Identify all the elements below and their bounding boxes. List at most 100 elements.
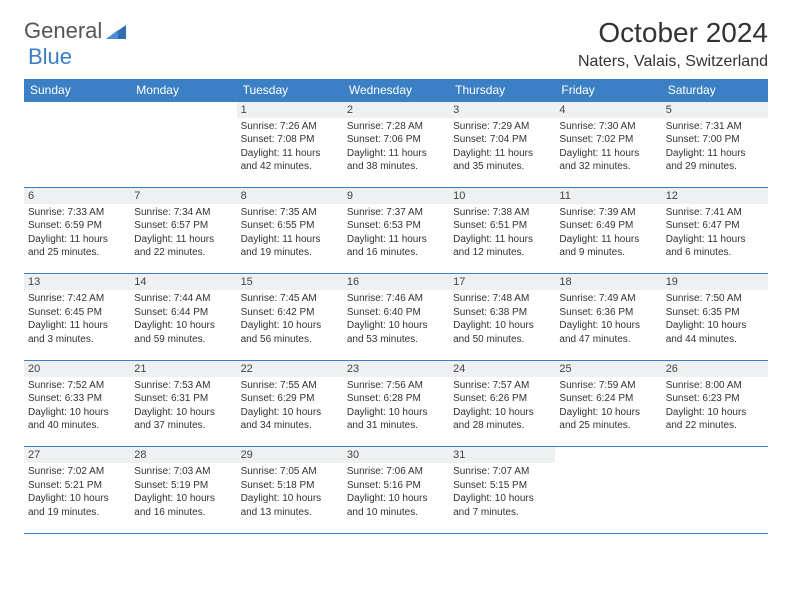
- sunrise-text: Sunrise: 7:38 AM: [453, 206, 551, 220]
- sunset-text: Sunset: 6:55 PM: [241, 219, 339, 233]
- sunrise-text: Sunrise: 7:59 AM: [559, 379, 657, 393]
- day-cell: Sunrise: 7:31 AMSunset: 7:00 PMDaylight:…: [662, 118, 768, 188]
- sunset-text: Sunset: 6:42 PM: [241, 306, 339, 320]
- day-cell: Sunrise: 7:06 AMSunset: 5:16 PMDaylight:…: [343, 463, 449, 533]
- brand-part2: Blue: [28, 44, 72, 70]
- daylight-text-1: Daylight: 10 hours: [453, 319, 551, 333]
- daylight-text-2: and 16 minutes.: [134, 506, 232, 520]
- day-cell: Sunrise: 7:05 AMSunset: 5:18 PMDaylight:…: [237, 463, 343, 533]
- sunrise-text: Sunrise: 7:33 AM: [28, 206, 126, 220]
- daylight-text-1: Daylight: 11 hours: [453, 147, 551, 161]
- daylight-text-1: Daylight: 10 hours: [28, 492, 126, 506]
- daylight-text-1: Daylight: 10 hours: [28, 406, 126, 420]
- calendar-page: General October 2024 Naters, Valais, Swi…: [0, 0, 792, 544]
- day-number-row: 13141516171819: [24, 274, 768, 290]
- daylight-text-2: and 29 minutes.: [666, 160, 764, 174]
- empty-cell: [555, 463, 661, 533]
- day-cell: Sunrise: 7:03 AMSunset: 5:19 PMDaylight:…: [130, 463, 236, 533]
- day-cell: Sunrise: 7:35 AMSunset: 6:55 PMDaylight:…: [237, 204, 343, 274]
- sunrise-text: Sunrise: 7:49 AM: [559, 292, 657, 306]
- sunrise-text: Sunrise: 7:46 AM: [347, 292, 445, 306]
- sunrise-text: Sunrise: 7:05 AM: [241, 465, 339, 479]
- sunrise-text: Sunrise: 7:02 AM: [28, 465, 126, 479]
- daylight-text-2: and 34 minutes.: [241, 419, 339, 433]
- daylight-text-2: and 31 minutes.: [347, 419, 445, 433]
- day-number: 19: [662, 274, 768, 290]
- day-number: 1: [237, 101, 343, 117]
- day-cell: Sunrise: 7:26 AMSunset: 7:08 PMDaylight:…: [237, 118, 343, 188]
- daylight-text-2: and 19 minutes.: [28, 506, 126, 520]
- daylight-text-1: Daylight: 11 hours: [28, 233, 126, 247]
- daylight-text-1: Daylight: 10 hours: [666, 319, 764, 333]
- sunrise-text: Sunrise: 7:35 AM: [241, 206, 339, 220]
- day-number: 13: [24, 274, 130, 290]
- day-number-row: 12345: [24, 101, 768, 117]
- day-cell: Sunrise: 7:44 AMSunset: 6:44 PMDaylight:…: [130, 290, 236, 360]
- daylight-text-1: Daylight: 11 hours: [241, 147, 339, 161]
- empty-cell: [24, 101, 130, 117]
- day-cell: Sunrise: 7:45 AMSunset: 6:42 PMDaylight:…: [237, 290, 343, 360]
- day-cell: Sunrise: 7:42 AMSunset: 6:45 PMDaylight:…: [24, 290, 130, 360]
- day-cell: Sunrise: 7:38 AMSunset: 6:51 PMDaylight:…: [449, 204, 555, 274]
- daylight-text-2: and 28 minutes.: [453, 419, 551, 433]
- empty-cell: [555, 447, 661, 463]
- daylight-text-2: and 7 minutes.: [453, 506, 551, 520]
- sunrise-text: Sunrise: 7:37 AM: [347, 206, 445, 220]
- day-cell: Sunrise: 7:57 AMSunset: 6:26 PMDaylight:…: [449, 377, 555, 447]
- empty-cell: [662, 463, 768, 533]
- sunset-text: Sunset: 6:33 PM: [28, 392, 126, 406]
- sunset-text: Sunset: 6:40 PM: [347, 306, 445, 320]
- day-number: 15: [237, 274, 343, 290]
- daylight-text-2: and 25 minutes.: [559, 419, 657, 433]
- daylight-text-2: and 42 minutes.: [241, 160, 339, 174]
- sunset-text: Sunset: 7:02 PM: [559, 133, 657, 147]
- day-cell: Sunrise: 7:37 AMSunset: 6:53 PMDaylight:…: [343, 204, 449, 274]
- sunset-text: Sunset: 7:00 PM: [666, 133, 764, 147]
- weekday-header: Wednesday: [343, 79, 449, 102]
- daylight-text-2: and 32 minutes.: [559, 160, 657, 174]
- daylight-text-1: Daylight: 11 hours: [559, 147, 657, 161]
- day-content-row: Sunrise: 7:42 AMSunset: 6:45 PMDaylight:…: [24, 290, 768, 360]
- day-number-row: 2728293031: [24, 447, 768, 463]
- sunset-text: Sunset: 6:35 PM: [666, 306, 764, 320]
- sunrise-text: Sunrise: 7:44 AM: [134, 292, 232, 306]
- sunset-text: Sunset: 6:26 PM: [453, 392, 551, 406]
- day-cell: Sunrise: 7:55 AMSunset: 6:29 PMDaylight:…: [237, 377, 343, 447]
- sunrise-text: Sunrise: 7:29 AM: [453, 120, 551, 134]
- weekday-header: Sunday: [24, 79, 130, 102]
- sunrise-text: Sunrise: 7:30 AM: [559, 120, 657, 134]
- day-number: 26: [662, 360, 768, 376]
- day-number: 11: [555, 188, 661, 204]
- day-number: 3: [449, 101, 555, 117]
- daylight-text-2: and 38 minutes.: [347, 160, 445, 174]
- sunset-text: Sunset: 6:31 PM: [134, 392, 232, 406]
- day-number: 5: [662, 101, 768, 117]
- daylight-text-1: Daylight: 11 hours: [241, 233, 339, 247]
- sunrise-text: Sunrise: 7:52 AM: [28, 379, 126, 393]
- weekday-header: Friday: [555, 79, 661, 102]
- title-block: October 2024 Naters, Valais, Switzerland: [578, 18, 768, 71]
- daylight-text-1: Daylight: 10 hours: [241, 319, 339, 333]
- day-number: 8: [237, 188, 343, 204]
- daylight-text-2: and 35 minutes.: [453, 160, 551, 174]
- brand-logo: General: [24, 18, 128, 44]
- day-number: 25: [555, 360, 661, 376]
- day-number: 22: [237, 360, 343, 376]
- day-number: 16: [343, 274, 449, 290]
- sunrise-text: Sunrise: 8:00 AM: [666, 379, 764, 393]
- day-number: 14: [130, 274, 236, 290]
- day-number: 21: [130, 360, 236, 376]
- day-cell: Sunrise: 7:59 AMSunset: 6:24 PMDaylight:…: [555, 377, 661, 447]
- sunset-text: Sunset: 6:29 PM: [241, 392, 339, 406]
- day-number: 6: [24, 188, 130, 204]
- sunset-text: Sunset: 5:21 PM: [28, 479, 126, 493]
- daylight-text-2: and 9 minutes.: [559, 246, 657, 260]
- daylight-text-2: and 16 minutes.: [347, 246, 445, 260]
- daylight-text-2: and 25 minutes.: [28, 246, 126, 260]
- day-content-row: Sunrise: 7:33 AMSunset: 6:59 PMDaylight:…: [24, 204, 768, 274]
- daylight-text-2: and 56 minutes.: [241, 333, 339, 347]
- day-number: 20: [24, 360, 130, 376]
- day-cell: Sunrise: 7:29 AMSunset: 7:04 PMDaylight:…: [449, 118, 555, 188]
- day-number: 28: [130, 447, 236, 463]
- sunrise-text: Sunrise: 7:03 AM: [134, 465, 232, 479]
